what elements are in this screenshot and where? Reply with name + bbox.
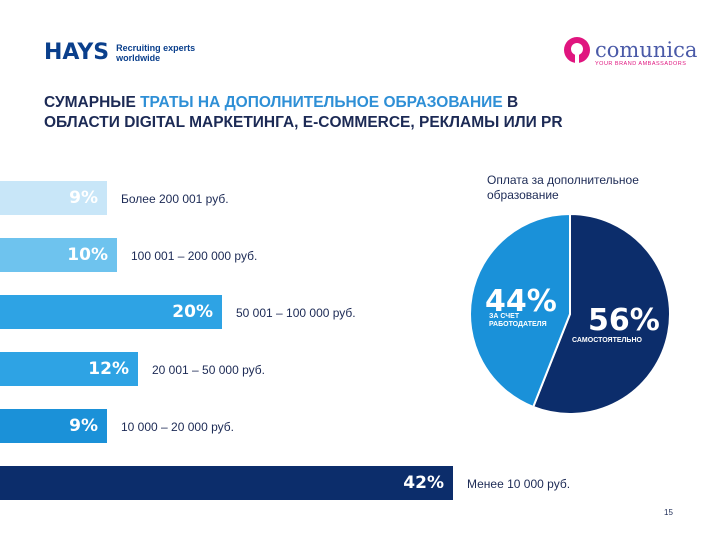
bar-value-label: 42% [403,473,444,493]
bar-value-label: 9% [69,188,98,208]
bar-category-label: Более 200 001 руб. [121,192,229,206]
bar-value-label: 10% [67,245,108,265]
page-title: Сумарные траты на дополнительное образов… [44,93,564,133]
bar-category-label: 10 000 – 20 000 руб. [121,420,234,434]
pie-slice-employer [470,212,571,409]
bar-category-label: Менее 10 000 руб. [467,477,571,491]
pie-slice-label-self: 56% [588,303,660,338]
bar-value-label: 12% [88,359,129,379]
bar-5: 9% [0,409,107,443]
pie-slice-self [531,212,670,415]
pie-slice-sublabel-employer: за счет работодателя [489,313,547,328]
page-title-part2: траты на дополнительное образование [140,94,503,111]
comunica-logo-icon [564,37,590,63]
comunica-logo-text: comunica [595,38,698,62]
bar-6: 42% [0,466,453,500]
page-number: 15 [664,508,673,517]
pie-slice-label-employer: 44% [485,284,557,319]
pie-slice-sublabel-self: самостоятельно [572,337,642,344]
hays-logo-text: HAYS [44,40,110,65]
comunica-logo: comunica YOUR BRAND AMBASSADORS [563,36,697,67]
bar-category-label: 100 001 – 200 000 руб. [131,249,258,263]
hays-tagline: Recruiting experts worldwide [116,43,195,63]
comunica-tagline: YOUR BRAND AMBASSADORS [595,61,687,67]
pie-chart-title: Оплата за дополнительное образование [487,173,639,202]
bar-2: 10% [0,238,117,272]
bar-1: 9% [0,181,107,215]
page-title-part1: Сумарные [44,94,141,111]
bar-category-label: 20 001 – 50 000 руб. [152,363,265,377]
page-title-part3: в области Digital маркетинга, E-commerce… [44,94,563,131]
pie-chart [470,212,670,415]
bar-category-label: 50 001 – 100 000 руб. [236,306,356,320]
bar-3: 20% [0,295,222,329]
bar-value-label: 20% [172,302,213,322]
bar-value-label: 9% [69,416,98,436]
hays-tagline-line2: worldwide [116,52,161,63]
hays-logo: HAYS Recruiting experts worldwide [44,40,195,65]
hays-tagline-line1: Recruiting experts [116,42,196,53]
bar-4: 12% [0,352,138,386]
